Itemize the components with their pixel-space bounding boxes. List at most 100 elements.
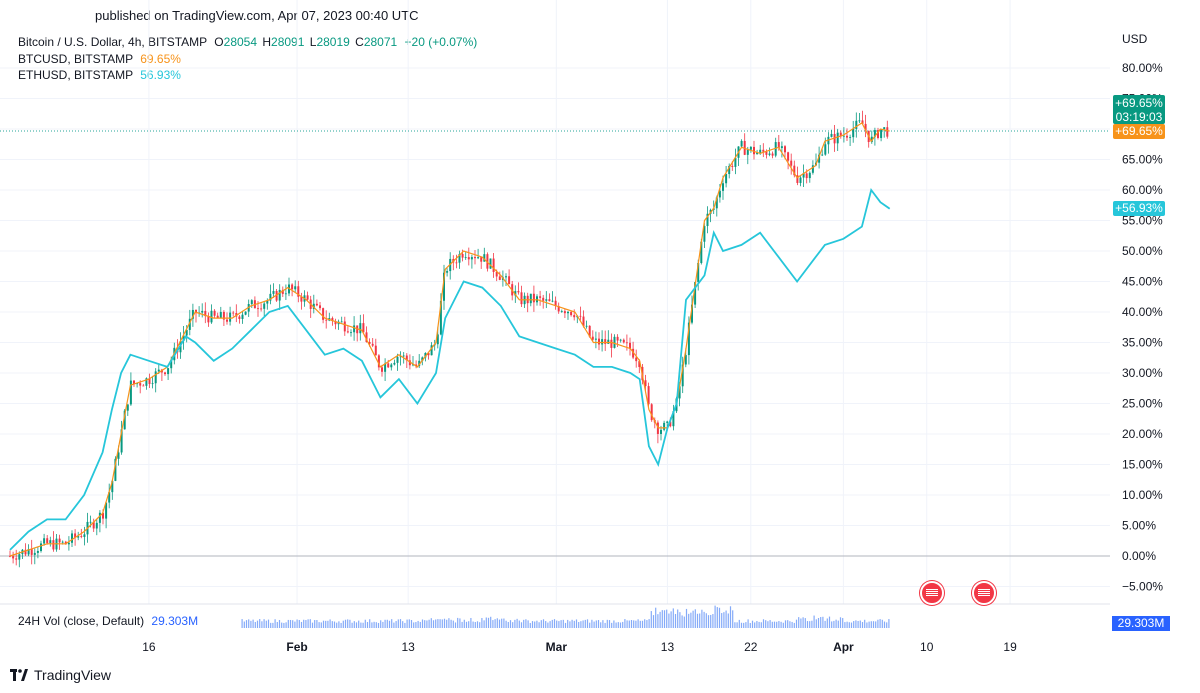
volume-bar xyxy=(703,611,705,628)
volume-bar xyxy=(542,619,545,628)
volume-bar xyxy=(646,620,648,628)
volume-bar xyxy=(287,619,289,628)
ohlc-close-label: C xyxy=(355,35,364,49)
candle-body xyxy=(108,492,111,503)
volume-bar xyxy=(659,611,661,628)
volume-bar xyxy=(771,621,773,628)
candle-body xyxy=(594,338,597,340)
candle-body xyxy=(281,289,284,294)
volume-bar xyxy=(589,622,591,628)
candle-body xyxy=(374,345,377,356)
candle-body xyxy=(412,364,414,366)
candle-body xyxy=(371,343,374,346)
y-tick-label: 80.00% xyxy=(1122,61,1163,75)
candle-body xyxy=(346,331,349,333)
volume-badge: 29.303M xyxy=(1112,616,1170,631)
volume-bar xyxy=(294,621,296,628)
candle-body xyxy=(18,554,21,560)
volume-bar xyxy=(619,622,622,628)
candle-body xyxy=(80,536,83,537)
volume-value: 29.303M xyxy=(151,614,199,628)
volume-bar xyxy=(831,621,833,628)
candle-body xyxy=(591,336,594,340)
volume-bar xyxy=(762,619,765,628)
candle-body xyxy=(644,380,647,387)
volume-bar xyxy=(732,610,734,628)
volume-bar xyxy=(421,619,424,628)
tradingview-logo[interactable]: TradingView xyxy=(10,667,111,683)
candle-body xyxy=(607,339,610,344)
candle-body xyxy=(669,421,672,427)
volume-bar xyxy=(380,620,382,628)
volume-bar xyxy=(318,622,320,628)
candle-body xyxy=(703,226,706,242)
volume-bar xyxy=(677,609,679,628)
volume-bar xyxy=(371,622,373,628)
candle-body xyxy=(467,257,470,260)
candle-body xyxy=(684,355,687,365)
volume-bar xyxy=(859,620,861,628)
volume-legend[interactable]: 24H Vol (close, Default) 29.303M xyxy=(18,614,198,628)
y-tick-label: 0.00% xyxy=(1122,549,1156,563)
candle-body xyxy=(219,311,222,318)
volume-bar xyxy=(556,620,558,628)
volume-bar xyxy=(756,621,758,628)
candle-body xyxy=(24,549,27,555)
volume-bar xyxy=(663,610,666,628)
volume-bar xyxy=(395,621,397,628)
candle-body xyxy=(43,538,46,544)
volume-bar xyxy=(366,622,369,628)
published-info: published on TradingView.com, Apr 07, 20… xyxy=(95,8,419,23)
candle-body xyxy=(554,300,557,307)
candle-body xyxy=(520,292,523,305)
volume-bar xyxy=(338,621,340,628)
volume-bar xyxy=(329,619,331,628)
x-tick-label: Feb xyxy=(286,640,307,654)
volume-bar xyxy=(604,622,606,628)
us-flag-event-icon[interactable] xyxy=(920,581,944,605)
candle-body xyxy=(151,383,154,385)
volume-bar xyxy=(773,621,776,628)
candle-body xyxy=(855,120,858,129)
main-legend[interactable]: Bitcoin / U.S. Dollar, 4h, BITSTAMP O280… xyxy=(18,34,477,50)
volume-bar xyxy=(463,619,465,628)
candle-body xyxy=(405,355,408,361)
volume-bar xyxy=(461,621,463,628)
candle-body xyxy=(120,429,123,453)
volume-bar xyxy=(267,619,270,628)
volume-bar xyxy=(309,619,311,628)
candle-body xyxy=(421,357,424,361)
x-tick-label: Mar xyxy=(546,640,568,654)
ohlc-open: 28054 xyxy=(223,35,258,49)
candle-body xyxy=(145,378,148,386)
volume-bar xyxy=(602,620,604,628)
volume-bar xyxy=(578,622,580,628)
candle-body xyxy=(886,127,889,137)
volume-bar xyxy=(765,620,767,628)
candle-body xyxy=(362,323,365,333)
candle-body xyxy=(836,132,839,144)
volume-bar xyxy=(523,619,525,628)
volume-bar xyxy=(615,622,617,628)
volume-bar xyxy=(342,620,344,628)
btc-price-badge: +69.65% xyxy=(1113,124,1165,139)
btc-legend[interactable]: BTCUSD, BITSTAMP 69.65% xyxy=(18,51,181,67)
candle-body xyxy=(852,128,855,138)
volume-bar xyxy=(498,619,501,628)
volume-bar xyxy=(446,619,448,628)
us-flag-event-icon[interactable] xyxy=(972,581,996,605)
volume-bar xyxy=(784,620,787,628)
volume-bar xyxy=(314,620,316,628)
volume-bar xyxy=(575,619,578,628)
candle-body xyxy=(563,311,566,314)
volume-bar xyxy=(804,618,806,628)
volume-bar xyxy=(435,619,437,628)
candle-body xyxy=(539,296,542,298)
candle-body xyxy=(117,452,120,459)
candle-body xyxy=(588,325,591,337)
candle-body xyxy=(71,533,73,543)
candle-body xyxy=(27,549,30,555)
x-tick-label: 16 xyxy=(142,640,156,654)
eth-legend[interactable]: ETHUSD, BITSTAMP 56.93% xyxy=(18,67,181,83)
